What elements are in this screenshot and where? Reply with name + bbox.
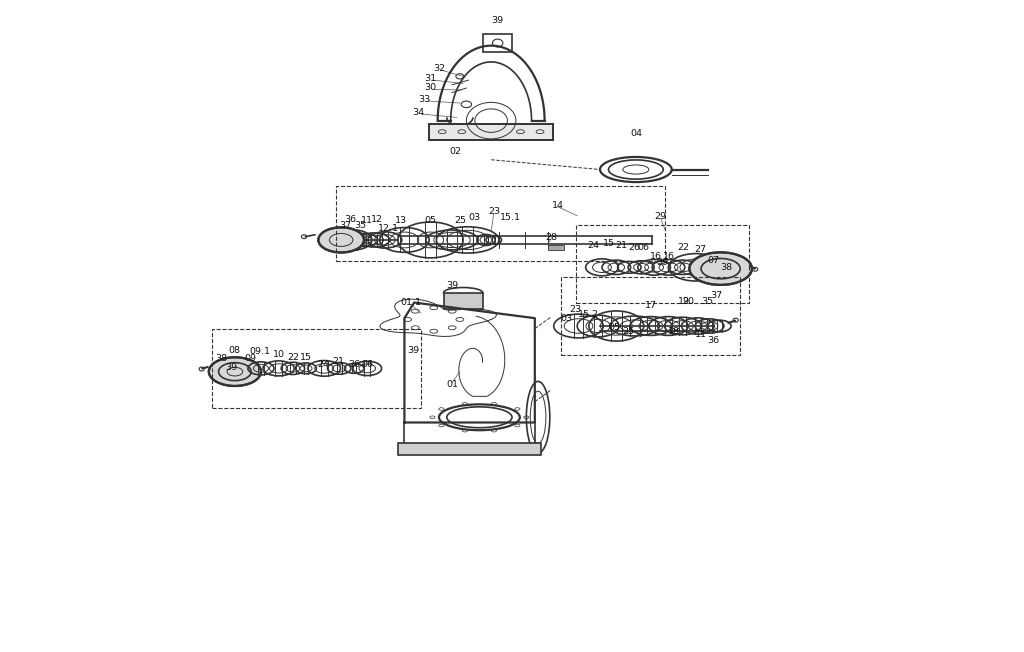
Text: 25: 25	[455, 216, 467, 225]
Text: 29: 29	[654, 212, 667, 221]
Text: 12: 12	[371, 215, 383, 224]
Text: 19: 19	[678, 297, 690, 306]
Text: 28: 28	[545, 233, 557, 242]
Text: 15.2: 15.2	[578, 310, 599, 319]
Text: 08: 08	[228, 346, 241, 355]
Text: 36: 36	[708, 336, 720, 346]
Text: 03: 03	[469, 213, 481, 222]
Text: 15: 15	[300, 353, 312, 363]
Text: 03: 03	[561, 314, 572, 323]
Text: 35: 35	[700, 297, 713, 306]
Text: 04: 04	[630, 129, 642, 138]
Text: 39: 39	[446, 281, 458, 290]
Bar	[548, 244, 564, 250]
Text: 24: 24	[587, 241, 599, 250]
Bar	[398, 443, 542, 455]
Text: 37: 37	[340, 221, 352, 230]
Text: 35: 35	[354, 221, 367, 230]
Text: 26: 26	[348, 360, 360, 369]
Text: 36: 36	[344, 215, 356, 224]
Text: 32: 32	[433, 64, 445, 73]
Text: 15: 15	[602, 239, 614, 248]
Bar	[483, 34, 512, 52]
Text: 16: 16	[649, 252, 662, 261]
Text: 15.1: 15.1	[500, 213, 521, 222]
Text: 01: 01	[446, 380, 458, 389]
Text: 09.1: 09.1	[249, 347, 270, 356]
Text: 31: 31	[424, 74, 436, 83]
Text: 22: 22	[287, 353, 299, 363]
Text: 05: 05	[425, 216, 436, 225]
Ellipse shape	[689, 252, 752, 285]
Bar	[561, 277, 740, 355]
Text: 02: 02	[450, 147, 461, 156]
Text: 11: 11	[361, 216, 374, 225]
Text: 37: 37	[710, 291, 722, 300]
Text: 38: 38	[721, 263, 732, 272]
Text: 21: 21	[614, 241, 627, 250]
Ellipse shape	[209, 357, 261, 386]
Bar	[429, 124, 553, 140]
Text: 39: 39	[656, 258, 668, 267]
Text: 25: 25	[623, 327, 635, 336]
Text: 23: 23	[569, 304, 582, 314]
Bar	[429, 124, 553, 140]
Text: 09: 09	[244, 354, 256, 363]
Text: 39: 39	[492, 16, 504, 25]
Text: 34: 34	[412, 108, 424, 117]
Text: 22: 22	[677, 243, 689, 252]
Text: 06: 06	[638, 243, 649, 252]
Text: 26: 26	[628, 243, 640, 252]
Text: 06: 06	[361, 360, 374, 369]
Text: 16: 16	[663, 252, 675, 261]
Text: 39: 39	[225, 363, 237, 372]
Bar	[443, 293, 482, 309]
Text: 05: 05	[608, 323, 621, 333]
Text: 11: 11	[694, 330, 707, 339]
Text: 39: 39	[407, 346, 419, 355]
Text: 07: 07	[708, 256, 720, 265]
Ellipse shape	[318, 228, 364, 252]
Text: 01.1: 01.1	[400, 298, 422, 307]
Text: 18: 18	[668, 327, 680, 336]
Text: 21: 21	[333, 357, 344, 366]
Text: 13: 13	[395, 216, 408, 225]
Text: 23: 23	[488, 207, 501, 216]
Text: 10: 10	[273, 350, 286, 359]
Text: 24: 24	[317, 360, 330, 369]
Text: 14: 14	[552, 201, 563, 210]
Bar	[212, 329, 421, 408]
Text: 27: 27	[694, 245, 707, 254]
Text: 30: 30	[424, 83, 436, 92]
Text: 33: 33	[418, 95, 430, 104]
Bar	[575, 225, 749, 303]
Text: 17: 17	[645, 301, 656, 310]
Text: 12.1: 12.1	[378, 224, 399, 233]
Text: 20: 20	[682, 297, 694, 306]
Text: 38: 38	[215, 354, 227, 363]
Bar	[336, 186, 666, 261]
